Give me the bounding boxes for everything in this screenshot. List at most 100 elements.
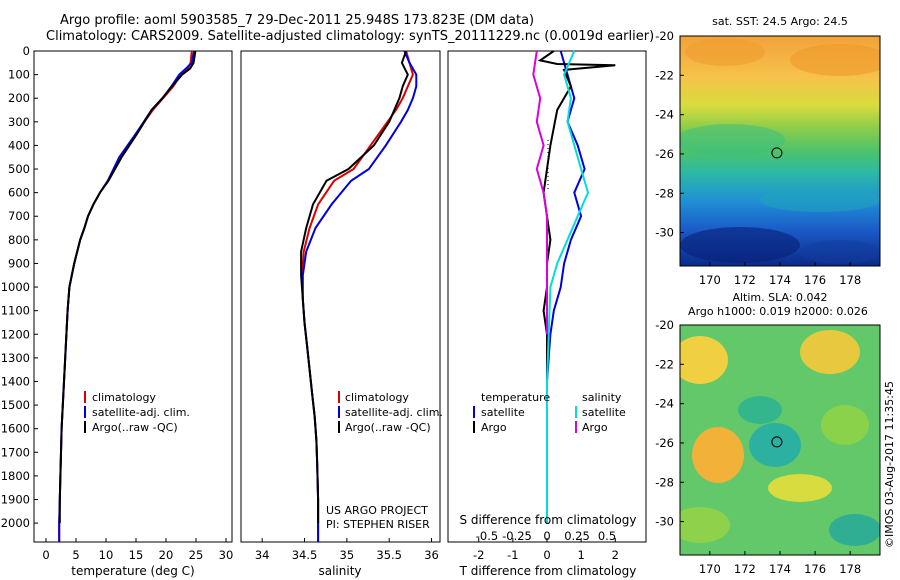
sst-field — [680, 36, 880, 266]
legend-swatch-argo — [84, 421, 86, 433]
secondary-x-tick-label: 0 — [543, 529, 550, 543]
secondary-x-tick-label: -0.5 — [476, 529, 498, 543]
legend-swatch-climatology — [338, 391, 340, 403]
x-tick-label: 35 — [340, 548, 355, 562]
sla-map-lon-axis: 170 172 174 176 178 — [699, 551, 861, 576]
difference-legend: temperature salinity satellite Argo sate… — [473, 391, 626, 434]
sla-high-anomaly — [692, 427, 744, 483]
y-tick-label: 1000 — [1, 280, 30, 294]
x-tick-label: 1 — [577, 548, 584, 562]
lon-tick-label: 174 — [769, 562, 791, 576]
x-tick-label: -1 — [507, 548, 518, 562]
series-line-salinity-argo — [532, 50, 548, 335]
pi-label: PI: STEPHEN RISER — [326, 518, 430, 531]
x-tick-label: 5 — [72, 548, 79, 562]
sla-map: Altim. SLA: 0.042 Argo h1000: 0.019 h200… — [655, 291, 881, 576]
lat-tick-label: -30 — [655, 515, 674, 529]
y-tick-label: 800 — [8, 233, 30, 247]
y-tick-label: 600 — [8, 186, 30, 200]
sla-low-anomaly — [738, 396, 782, 424]
y-tick-label: 1600 — [1, 422, 30, 436]
difference-x-axis: -2 -1 0 1 2 — [473, 538, 619, 562]
legend-label-climatology: climatology — [345, 391, 409, 404]
legend-swatch-argo — [338, 421, 340, 433]
x-tick-label: 25 — [189, 548, 204, 562]
lat-tick-label: -24 — [655, 108, 674, 122]
sst-green-patch — [680, 124, 785, 156]
legend-label-s-satellite: satellite — [582, 406, 626, 419]
x-tick-label: 20 — [159, 548, 174, 562]
temperature-legend: climatology satellite-adj. clim. Argo(..… — [84, 391, 190, 434]
legend-swatch-t-argo — [473, 421, 475, 433]
lon-tick-label: 176 — [804, 273, 826, 287]
legend-swatch-satellite — [338, 406, 340, 418]
float-location-marker — [771, 436, 783, 448]
lat-tick-label: -22 — [655, 357, 674, 371]
y-tick-label: 300 — [8, 115, 30, 129]
y-tick-label: 500 — [8, 162, 30, 176]
salinity-axes-frame — [240, 50, 441, 543]
lat-tick-label: -30 — [655, 226, 674, 240]
temperature-series — [58, 50, 197, 542]
series-line-argo-raw-qc — [300, 50, 409, 524]
lon-tick-label: 178 — [839, 562, 861, 576]
y-tick-label: 1800 — [1, 469, 30, 483]
sst-warm-patch — [685, 38, 765, 66]
lat-tick-label: -22 — [655, 68, 674, 82]
difference-panel: -2 -1 0 1 2 -0.5 -0.25 0 0.25 0.5 T difference f… — [447, 50, 647, 578]
temperature-x-axis: 0 5 10 15 20 25 30 — [42, 538, 233, 562]
legend-swatch-t-satellite — [473, 406, 475, 418]
sla-low-anomaly — [749, 423, 801, 467]
secondary-x-tick-label: 0.5 — [598, 529, 616, 543]
y-tick-label: 0 — [23, 44, 30, 58]
legend-label-satellite: satellite-adj. clim. — [345, 406, 443, 419]
secondary-x-tick-label: 0.25 — [564, 529, 590, 543]
project-label: US ARGO PROJECT — [326, 504, 428, 517]
sla-mid-anomaly — [821, 405, 869, 445]
x-tick-label: 0 — [42, 548, 49, 562]
legend-label-argo: Argo(..raw -QC) — [345, 421, 431, 434]
imos-stamp: ©IMOS 03-Aug-2017 11:35:45 — [883, 381, 896, 548]
y-tick-label: 400 — [8, 138, 30, 152]
lon-tick-label: 172 — [734, 273, 756, 287]
sla-map-title: Altim. SLA: 0.042 — [732, 291, 827, 304]
lat-tick-label: -28 — [655, 186, 674, 200]
lat-tick-label: -28 — [655, 475, 674, 489]
y-tick-label: 1700 — [1, 445, 30, 459]
y-tick-label: 1400 — [1, 374, 30, 388]
t-difference-label: T difference from climatology — [459, 564, 637, 578]
sst-warm-patch — [790, 44, 880, 76]
sst-map-lon-axis: 170 172 174 176 178 — [699, 262, 861, 287]
legend-label-argo: Argo(..raw -QC) — [92, 421, 178, 434]
salinity-panel: 34 34.5 35 35.5 36 salinity climatology sate… — [240, 50, 443, 578]
legend-label-t-argo: Argo — [481, 421, 507, 434]
legend-swatch-s-argo — [575, 421, 577, 433]
y-tick-label: 700 — [8, 209, 30, 223]
y-tick-label: 100 — [8, 68, 30, 82]
sst-cold-patch — [680, 227, 800, 263]
legend-swatch-climatology — [84, 391, 86, 403]
legend-label-t-satellite: satellite — [481, 406, 525, 419]
lon-tick-label: 178 — [839, 273, 861, 287]
sla-high-anomaly — [800, 330, 860, 374]
y-tick-label: 1900 — [1, 493, 30, 507]
depth-axis: 0 100 200 300 400 500 600 700 800 900 1000 1100 1200… — [1, 44, 38, 530]
legend-swatch-satellite — [84, 406, 86, 418]
y-tick-label: 1300 — [1, 351, 30, 365]
legend-swatch-s-satellite — [575, 406, 577, 418]
y-tick-label: 200 — [8, 91, 30, 105]
sst-map-title: sat. SST: 24.5 Argo: 24.5 — [712, 15, 848, 28]
sla-map-lat-axis: -20 -22 -24 -26 -28 -30 — [655, 318, 684, 529]
lat-tick-label: -20 — [655, 29, 674, 43]
legend-label-climatology: climatology — [92, 391, 156, 404]
legend-header-salinity: salinity — [582, 391, 622, 404]
figure-title-line1: Argo profile: aoml 5903585_7 29-Dec-2011… — [60, 13, 535, 28]
salinity-x-axis: 34 34.5 35 35.5 36 — [255, 538, 439, 562]
y-tick-label: 1100 — [1, 304, 30, 318]
x-tick-label: 0 — [543, 548, 550, 562]
sla-field — [680, 325, 880, 555]
sla-high-anomaly — [768, 474, 832, 502]
salinity-x-label: salinity — [318, 564, 361, 578]
x-tick-label: 15 — [129, 548, 144, 562]
